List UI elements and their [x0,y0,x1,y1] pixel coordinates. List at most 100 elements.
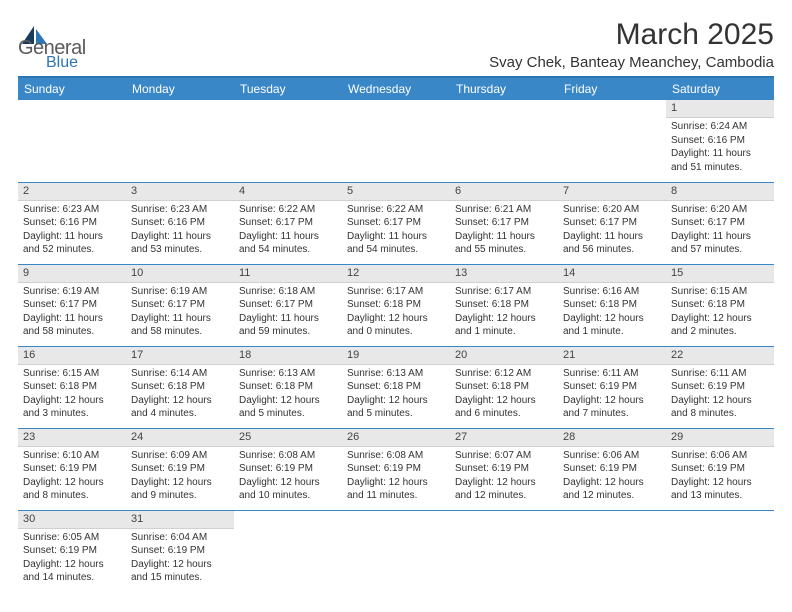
day-details: Sunrise: 6:19 AMSunset: 6:17 PMDaylight:… [126,283,234,342]
day-number: 10 [126,265,234,283]
day-cell: 3Sunrise: 6:23 AMSunset: 6:16 PMDaylight… [126,182,234,264]
day-cell: 31Sunrise: 6:04 AMSunset: 6:19 PMDayligh… [126,510,234,592]
weekday-header: Tuesday [234,78,342,100]
day-cell: 11Sunrise: 6:18 AMSunset: 6:17 PMDayligh… [234,264,342,346]
day-cell [18,100,126,182]
day-number: 5 [342,183,450,201]
day-cell: 13Sunrise: 6:17 AMSunset: 6:18 PMDayligh… [450,264,558,346]
day-cell [558,100,666,182]
day-details: Sunrise: 6:20 AMSunset: 6:17 PMDaylight:… [558,201,666,260]
day-cell [126,100,234,182]
day-cell: 14Sunrise: 6:16 AMSunset: 6:18 PMDayligh… [558,264,666,346]
day-details: Sunrise: 6:13 AMSunset: 6:18 PMDaylight:… [342,365,450,424]
day-details: Sunrise: 6:12 AMSunset: 6:18 PMDaylight:… [450,365,558,424]
day-details: Sunrise: 6:20 AMSunset: 6:17 PMDaylight:… [666,201,774,260]
day-cell: 23Sunrise: 6:10 AMSunset: 6:19 PMDayligh… [18,428,126,510]
day-cell: 2Sunrise: 6:23 AMSunset: 6:16 PMDaylight… [18,182,126,264]
day-cell [234,100,342,182]
day-cell [234,510,342,592]
day-number: 11 [234,265,342,283]
day-details: Sunrise: 6:16 AMSunset: 6:18 PMDaylight:… [558,283,666,342]
day-cell: 8Sunrise: 6:20 AMSunset: 6:17 PMDaylight… [666,182,774,264]
day-cell: 15Sunrise: 6:15 AMSunset: 6:18 PMDayligh… [666,264,774,346]
day-number: 20 [450,347,558,365]
weekday-header: Thursday [450,78,558,100]
day-number: 29 [666,429,774,447]
day-cell: 5Sunrise: 6:22 AMSunset: 6:17 PMDaylight… [342,182,450,264]
day-cell [558,510,666,592]
day-details: Sunrise: 6:13 AMSunset: 6:18 PMDaylight:… [234,365,342,424]
logo: General Blue [18,18,86,72]
day-number: 14 [558,265,666,283]
week-row: 9Sunrise: 6:19 AMSunset: 6:17 PMDaylight… [18,264,774,346]
day-cell: 29Sunrise: 6:06 AMSunset: 6:19 PMDayligh… [666,428,774,510]
day-cell: 28Sunrise: 6:06 AMSunset: 6:19 PMDayligh… [558,428,666,510]
day-number: 1 [666,100,774,118]
header: General Blue March 2025 Svay Chek, Bante… [18,18,774,72]
month-title: March 2025 [489,18,774,52]
weekday-header: Sunday [18,78,126,100]
day-number: 19 [342,347,450,365]
day-details: Sunrise: 6:10 AMSunset: 6:19 PMDaylight:… [18,447,126,506]
day-cell: 16Sunrise: 6:15 AMSunset: 6:18 PMDayligh… [18,346,126,428]
day-cell [450,100,558,182]
week-row: 1Sunrise: 6:24 AMSunset: 6:16 PMDaylight… [18,100,774,182]
day-cell: 12Sunrise: 6:17 AMSunset: 6:18 PMDayligh… [342,264,450,346]
day-cell: 1Sunrise: 6:24 AMSunset: 6:16 PMDaylight… [666,100,774,182]
day-details: Sunrise: 6:15 AMSunset: 6:18 PMDaylight:… [18,365,126,424]
week-row: 2Sunrise: 6:23 AMSunset: 6:16 PMDaylight… [18,182,774,264]
day-number: 4 [234,183,342,201]
day-number: 28 [558,429,666,447]
day-number: 26 [342,429,450,447]
day-number: 31 [126,511,234,529]
day-number: 25 [234,429,342,447]
day-cell: 26Sunrise: 6:08 AMSunset: 6:19 PMDayligh… [342,428,450,510]
day-number: 23 [18,429,126,447]
day-number: 24 [126,429,234,447]
day-details: Sunrise: 6:23 AMSunset: 6:16 PMDaylight:… [18,201,126,260]
day-details: Sunrise: 6:18 AMSunset: 6:17 PMDaylight:… [234,283,342,342]
day-details: Sunrise: 6:08 AMSunset: 6:19 PMDaylight:… [342,447,450,506]
week-row: 16Sunrise: 6:15 AMSunset: 6:18 PMDayligh… [18,346,774,428]
day-details: Sunrise: 6:19 AMSunset: 6:17 PMDaylight:… [18,283,126,342]
day-details: Sunrise: 6:07 AMSunset: 6:19 PMDaylight:… [450,447,558,506]
day-number: 13 [450,265,558,283]
day-cell: 21Sunrise: 6:11 AMSunset: 6:19 PMDayligh… [558,346,666,428]
day-number: 8 [666,183,774,201]
day-cell: 20Sunrise: 6:12 AMSunset: 6:18 PMDayligh… [450,346,558,428]
day-cell: 19Sunrise: 6:13 AMSunset: 6:18 PMDayligh… [342,346,450,428]
day-number: 7 [558,183,666,201]
day-cell: 6Sunrise: 6:21 AMSunset: 6:17 PMDaylight… [450,182,558,264]
day-cell [450,510,558,592]
day-number: 27 [450,429,558,447]
day-details: Sunrise: 6:17 AMSunset: 6:18 PMDaylight:… [342,283,450,342]
day-details: Sunrise: 6:15 AMSunset: 6:18 PMDaylight:… [666,283,774,342]
day-number: 16 [18,347,126,365]
day-number: 2 [18,183,126,201]
day-details: Sunrise: 6:11 AMSunset: 6:19 PMDaylight:… [666,365,774,424]
day-details: Sunrise: 6:23 AMSunset: 6:16 PMDaylight:… [126,201,234,260]
weekday-header: Monday [126,78,234,100]
day-details: Sunrise: 6:21 AMSunset: 6:17 PMDaylight:… [450,201,558,260]
day-number: 6 [450,183,558,201]
day-details: Sunrise: 6:24 AMSunset: 6:16 PMDaylight:… [666,118,774,177]
day-cell: 22Sunrise: 6:11 AMSunset: 6:19 PMDayligh… [666,346,774,428]
day-details: Sunrise: 6:22 AMSunset: 6:17 PMDaylight:… [342,201,450,260]
day-cell: 25Sunrise: 6:08 AMSunset: 6:19 PMDayligh… [234,428,342,510]
day-cell: 27Sunrise: 6:07 AMSunset: 6:19 PMDayligh… [450,428,558,510]
day-number: 9 [18,265,126,283]
day-cell: 10Sunrise: 6:19 AMSunset: 6:17 PMDayligh… [126,264,234,346]
day-cell: 9Sunrise: 6:19 AMSunset: 6:17 PMDaylight… [18,264,126,346]
calendar-table: Sunday Monday Tuesday Wednesday Thursday… [18,78,774,592]
day-cell: 17Sunrise: 6:14 AMSunset: 6:18 PMDayligh… [126,346,234,428]
day-cell: 7Sunrise: 6:20 AMSunset: 6:17 PMDaylight… [558,182,666,264]
day-number: 15 [666,265,774,283]
weekday-header: Wednesday [342,78,450,100]
day-details: Sunrise: 6:17 AMSunset: 6:18 PMDaylight:… [450,283,558,342]
day-cell [342,100,450,182]
day-cell: 30Sunrise: 6:05 AMSunset: 6:19 PMDayligh… [18,510,126,592]
day-details: Sunrise: 6:06 AMSunset: 6:19 PMDaylight:… [666,447,774,506]
day-number: 30 [18,511,126,529]
day-details: Sunrise: 6:08 AMSunset: 6:19 PMDaylight:… [234,447,342,506]
day-number: 3 [126,183,234,201]
